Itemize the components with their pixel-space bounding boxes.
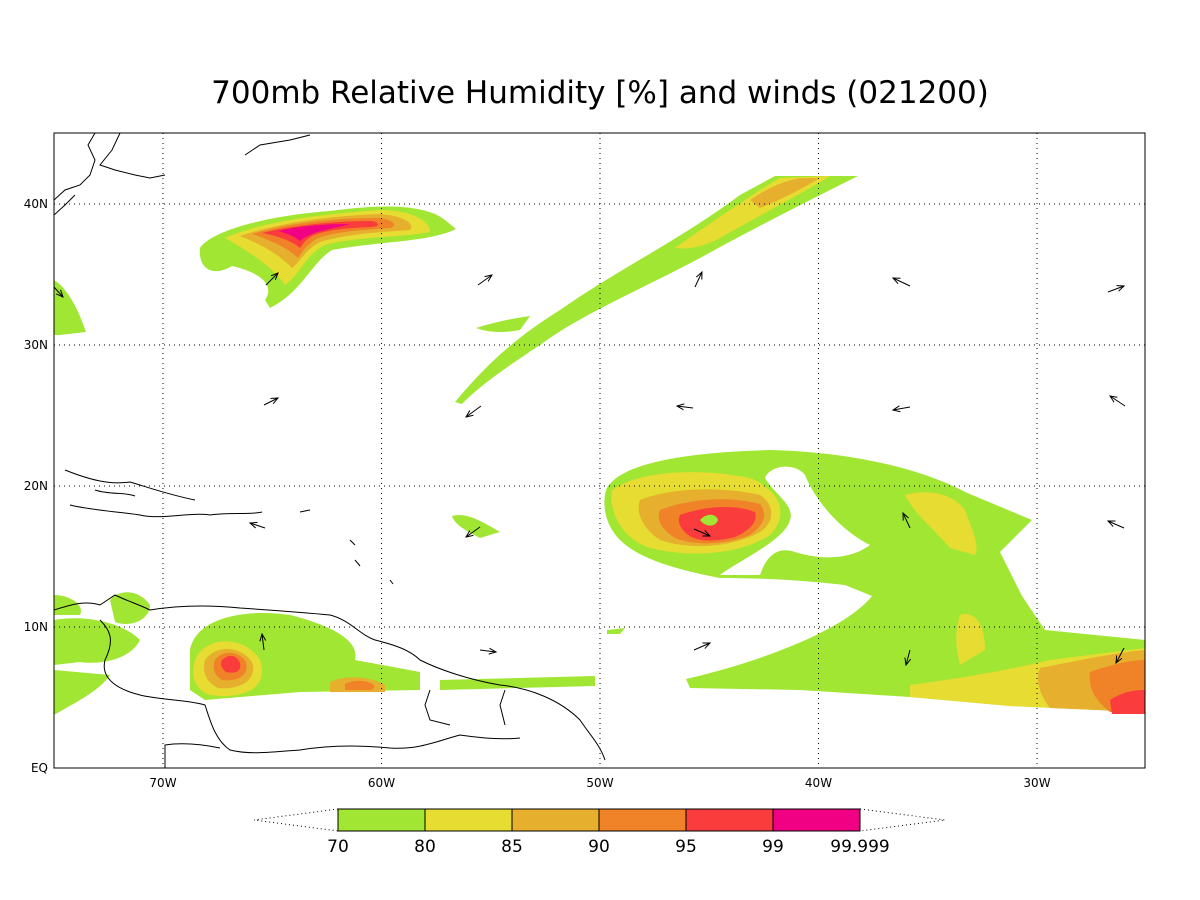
wind-arrow xyxy=(1108,521,1125,529)
humidity-area xyxy=(54,595,81,615)
latitude-label: EQ xyxy=(31,761,48,775)
humidity-field xyxy=(54,176,1145,715)
coastline xyxy=(64,469,394,585)
colorbar-swatch xyxy=(772,808,861,832)
coastline xyxy=(54,594,606,768)
longitude-label: 30W xyxy=(1023,776,1050,790)
clear-area xyxy=(720,466,870,575)
humidity-area xyxy=(262,221,378,248)
wind-arrow xyxy=(466,526,481,537)
humidity-area xyxy=(700,514,718,526)
colorbar-label: 99.999 xyxy=(830,837,889,857)
humidity-area xyxy=(750,178,820,208)
wind-arrow xyxy=(1110,396,1126,407)
wind-arrow xyxy=(479,650,496,652)
colorbar-swatch xyxy=(424,808,513,832)
colorbar-swatch xyxy=(337,808,426,832)
colorbar-label: 70 xyxy=(327,837,349,857)
longitude-label: 60W xyxy=(368,776,395,790)
humidity-area xyxy=(54,618,140,665)
wind-arrow xyxy=(677,406,694,408)
humidity-area xyxy=(54,280,86,335)
humidity-area xyxy=(956,614,985,665)
humidity-area xyxy=(452,514,500,538)
map-frame xyxy=(53,132,1146,769)
wind-arrow xyxy=(694,272,702,288)
humidity-area xyxy=(345,680,375,690)
colorbar-label: 90 xyxy=(588,837,610,857)
wind-arrow xyxy=(53,286,63,297)
latitude-label: 20N xyxy=(24,479,48,493)
latitude-label: 40N xyxy=(24,197,48,211)
humidity-area xyxy=(476,316,530,333)
wind-arrow xyxy=(262,634,264,651)
wind-arrow xyxy=(265,273,278,286)
colorbar-label: 80 xyxy=(414,837,436,857)
humidity-area xyxy=(221,655,241,673)
longitude-label: 70W xyxy=(149,776,176,790)
humidity-area xyxy=(607,628,625,634)
colorbar-label: 85 xyxy=(501,837,523,857)
longitude-label: 50W xyxy=(586,776,613,790)
humidity-area xyxy=(278,224,350,241)
wind-arrow xyxy=(893,407,911,410)
wind-arrow xyxy=(466,405,482,417)
wind-arrow xyxy=(250,523,266,529)
wind-arrow xyxy=(693,643,710,651)
colorbar: 70 80 85 90 95 99 99.999 xyxy=(253,808,946,857)
coastlines xyxy=(54,133,606,768)
wind-arrow xyxy=(263,398,278,406)
humidity-area xyxy=(678,506,756,541)
colorbar-swatch xyxy=(685,808,774,832)
humidity-area xyxy=(1110,690,1145,714)
colorbar-extension xyxy=(859,808,946,832)
humidity-area xyxy=(440,676,595,690)
wind-arrow xyxy=(893,278,911,287)
wind-arrow xyxy=(906,649,910,665)
colorbar-swatch xyxy=(511,808,600,832)
wind-arrow xyxy=(693,528,710,536)
colorbar-label: 95 xyxy=(675,837,697,857)
humidity-area xyxy=(455,176,858,404)
colorbar-label: 99 xyxy=(762,837,784,857)
humidity-area xyxy=(110,592,150,625)
wind-vectors xyxy=(53,272,1126,665)
wind-arrow xyxy=(1116,647,1125,663)
longitude-label: 40W xyxy=(805,776,832,790)
latitude-label: 30N xyxy=(24,338,48,352)
coastline xyxy=(54,133,311,216)
map-title: 700mb Relative Humidity [%] and winds (0… xyxy=(211,75,989,111)
humidity-area xyxy=(675,176,830,249)
latitude-label: 10N xyxy=(24,620,48,634)
colorbar-extension xyxy=(253,808,339,832)
colorbar-swatch xyxy=(598,808,687,832)
wind-arrow xyxy=(903,513,911,529)
wind-arrow xyxy=(477,275,492,286)
wind-arrow xyxy=(1107,286,1124,293)
humidity-area xyxy=(905,492,977,555)
humidity-area xyxy=(54,670,110,715)
graticule: 70W 60W 50W 40W 30W EQ 10N 20N 30N 40N xyxy=(24,133,1145,790)
